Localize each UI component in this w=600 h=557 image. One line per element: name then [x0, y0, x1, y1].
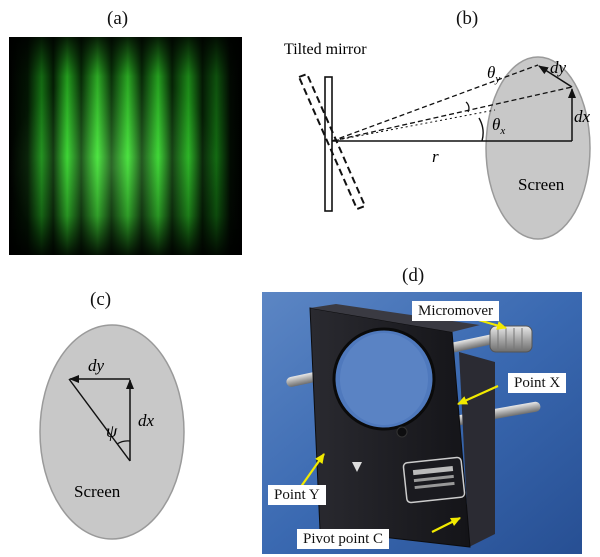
point-y-label: Point Y: [268, 485, 326, 505]
fringe-pattern-image: [9, 37, 242, 255]
dx-label-b: dx: [574, 107, 591, 126]
tilted-mirror-label: Tilted mirror: [284, 41, 367, 58]
mirror-mount-photo: [262, 292, 582, 554]
ray-dashed-dy: [331, 64, 539, 142]
screen-label-c: Screen: [74, 482, 121, 501]
theta-y-label: θy: [487, 63, 500, 85]
dy-arrow: [538, 65, 573, 88]
mirror-tilted-dashed: [297, 72, 367, 211]
ray-dotted: [331, 109, 496, 142]
arrow-point-x: [457, 384, 499, 406]
psi-arc: [116, 440, 131, 445]
point-x-label: Point X: [508, 373, 567, 393]
micromover-label: Micromover: [412, 301, 499, 321]
psi-label: ψ: [106, 421, 118, 441]
panel-b-label: (b): [456, 8, 479, 29]
ray-dashed-dx: [331, 86, 573, 142]
screen-displacement-diagram: dy dx ψ Screen: [39, 324, 185, 540]
arrow-point-y: [299, 453, 325, 489]
theta-x-label: θx: [492, 115, 505, 137]
theta-x-arc: [478, 117, 484, 142]
panel-d-label: (d): [402, 265, 425, 286]
hypotenuse-line: [68, 378, 131, 462]
pivot-point-label: Pivot point C: [297, 529, 390, 549]
panel-c-label: (c): [90, 289, 112, 310]
micromover-knob: [489, 325, 533, 353]
dy-label-b: dy: [550, 58, 567, 77]
screen-label-b: Screen: [518, 175, 565, 194]
panel-a-label: (a): [107, 8, 129, 29]
theta-y-arc: [465, 101, 470, 113]
dy-label-c: dy: [88, 356, 105, 375]
dx-label-c: dx: [138, 411, 155, 430]
screen-ellipse-b: [485, 56, 591, 240]
tilted-mirror-diagram: Tilted mirror r dx dy Screen θy θx: [284, 41, 591, 240]
arrow-pivot: [431, 517, 461, 533]
r-label: r: [432, 147, 439, 166]
